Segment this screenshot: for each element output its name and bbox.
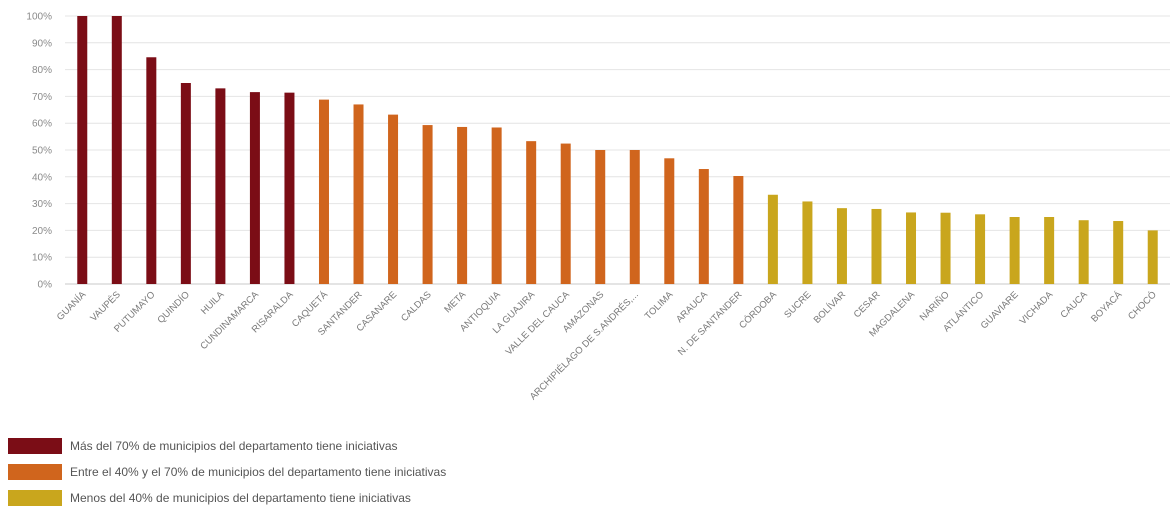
legend-item-low: Menos del 40% de municipios del departam… [8, 485, 446, 511]
x-tick-label: QUINDÍO [155, 289, 192, 326]
x-tick-label: CÓRDOBA [737, 289, 779, 331]
y-tick-label: 50% [32, 146, 52, 157]
bar [353, 104, 364, 284]
legend-swatch-high [8, 438, 62, 454]
y-tick-label: 70% [32, 92, 52, 103]
bar [1009, 217, 1020, 284]
x-tick-label: CHOCÓ [1126, 289, 1159, 322]
bar [318, 99, 329, 284]
x-tick-label: HUILA [199, 289, 227, 317]
y-tick-label: 30% [32, 199, 52, 210]
y-tick-label: 80% [32, 65, 52, 76]
x-tick-label: BOYACÁ [1089, 289, 1125, 325]
y-tick-label: 20% [32, 226, 52, 237]
bar [802, 201, 813, 284]
legend-label-mid: Entre el 40% y el 70% de municipios del … [70, 465, 447, 479]
bar [836, 208, 847, 284]
bar [975, 214, 986, 284]
bar [526, 141, 537, 284]
legend-item-high: Más del 70% de municipios del departamen… [8, 433, 446, 459]
legend-label-high: Más del 70% de municipios del departamen… [70, 439, 398, 453]
x-tick-label: CALDAS [399, 289, 434, 324]
x-tick-label: N. DE SANTANDER [676, 289, 745, 358]
x-tick-label: CESAR [852, 289, 883, 320]
gridlines [65, 15, 1170, 285]
x-tick-label: META [442, 289, 468, 315]
x-tick-label: CAUCA [1058, 289, 1090, 321]
bars [77, 16, 1158, 285]
bar [560, 143, 571, 284]
bar [767, 194, 778, 284]
x-tick-label: VICHADA [1018, 289, 1056, 327]
bar [906, 212, 917, 284]
bar [180, 83, 191, 284]
x-tick-label: NARIÑO [918, 289, 952, 323]
bar [733, 175, 744, 284]
bar [215, 88, 226, 284]
bar [1147, 230, 1158, 284]
y-tick-label: 60% [32, 119, 52, 130]
x-tick-label: BOLÍVAR [812, 289, 848, 325]
bar [1078, 220, 1089, 284]
bar [146, 57, 157, 284]
bar [1044, 217, 1055, 284]
x-tick-label: SUCRE [782, 289, 813, 320]
x-tick-label: VAUPÉS [88, 289, 123, 324]
bar [457, 126, 468, 285]
bar [77, 16, 88, 284]
bar-chart: 0% 10% 20% 30% 40% 50% 60% 70% 80% 90% 100% GUANÍA… [26, 12, 1170, 403]
legend-item-mid: Entre el 40% y el 70% de municipios del … [8, 459, 446, 485]
x-tick-label: CUNDINAMARCA [198, 289, 261, 352]
bar [871, 208, 882, 284]
x-tick-label: GUANÍA [55, 289, 89, 323]
x-tick-label: VALLE DEL CAUCA [504, 289, 573, 358]
legend: Más del 70% de municipios del departamen… [8, 433, 446, 511]
y-axis: 0% 10% 20% 30% 40% 50% 60% 70% 80% 90% 100% [26, 12, 52, 291]
y-tick-label: 0% [38, 280, 53, 291]
legend-label-low: Menos del 40% de municipios del departam… [70, 491, 411, 505]
y-tick-label: 40% [32, 172, 52, 183]
legend-swatch-low [8, 490, 62, 506]
bar [284, 92, 295, 284]
y-tick-label: 10% [32, 253, 52, 264]
y-tick-label: 100% [26, 12, 52, 23]
bar [1113, 221, 1124, 284]
y-tick-label: 90% [32, 38, 52, 49]
bar [629, 150, 640, 284]
legend-swatch-mid [8, 464, 62, 480]
bar [595, 150, 606, 284]
bar [491, 127, 502, 284]
bar [388, 114, 399, 285]
bar [111, 16, 122, 284]
x-tick-label: GUAVIARE [979, 289, 1021, 331]
bar [664, 158, 675, 284]
x-tick-label: TOLIMA [643, 289, 676, 322]
bar [940, 212, 951, 284]
bar [698, 169, 709, 284]
bar [249, 92, 260, 284]
bar [422, 125, 433, 285]
